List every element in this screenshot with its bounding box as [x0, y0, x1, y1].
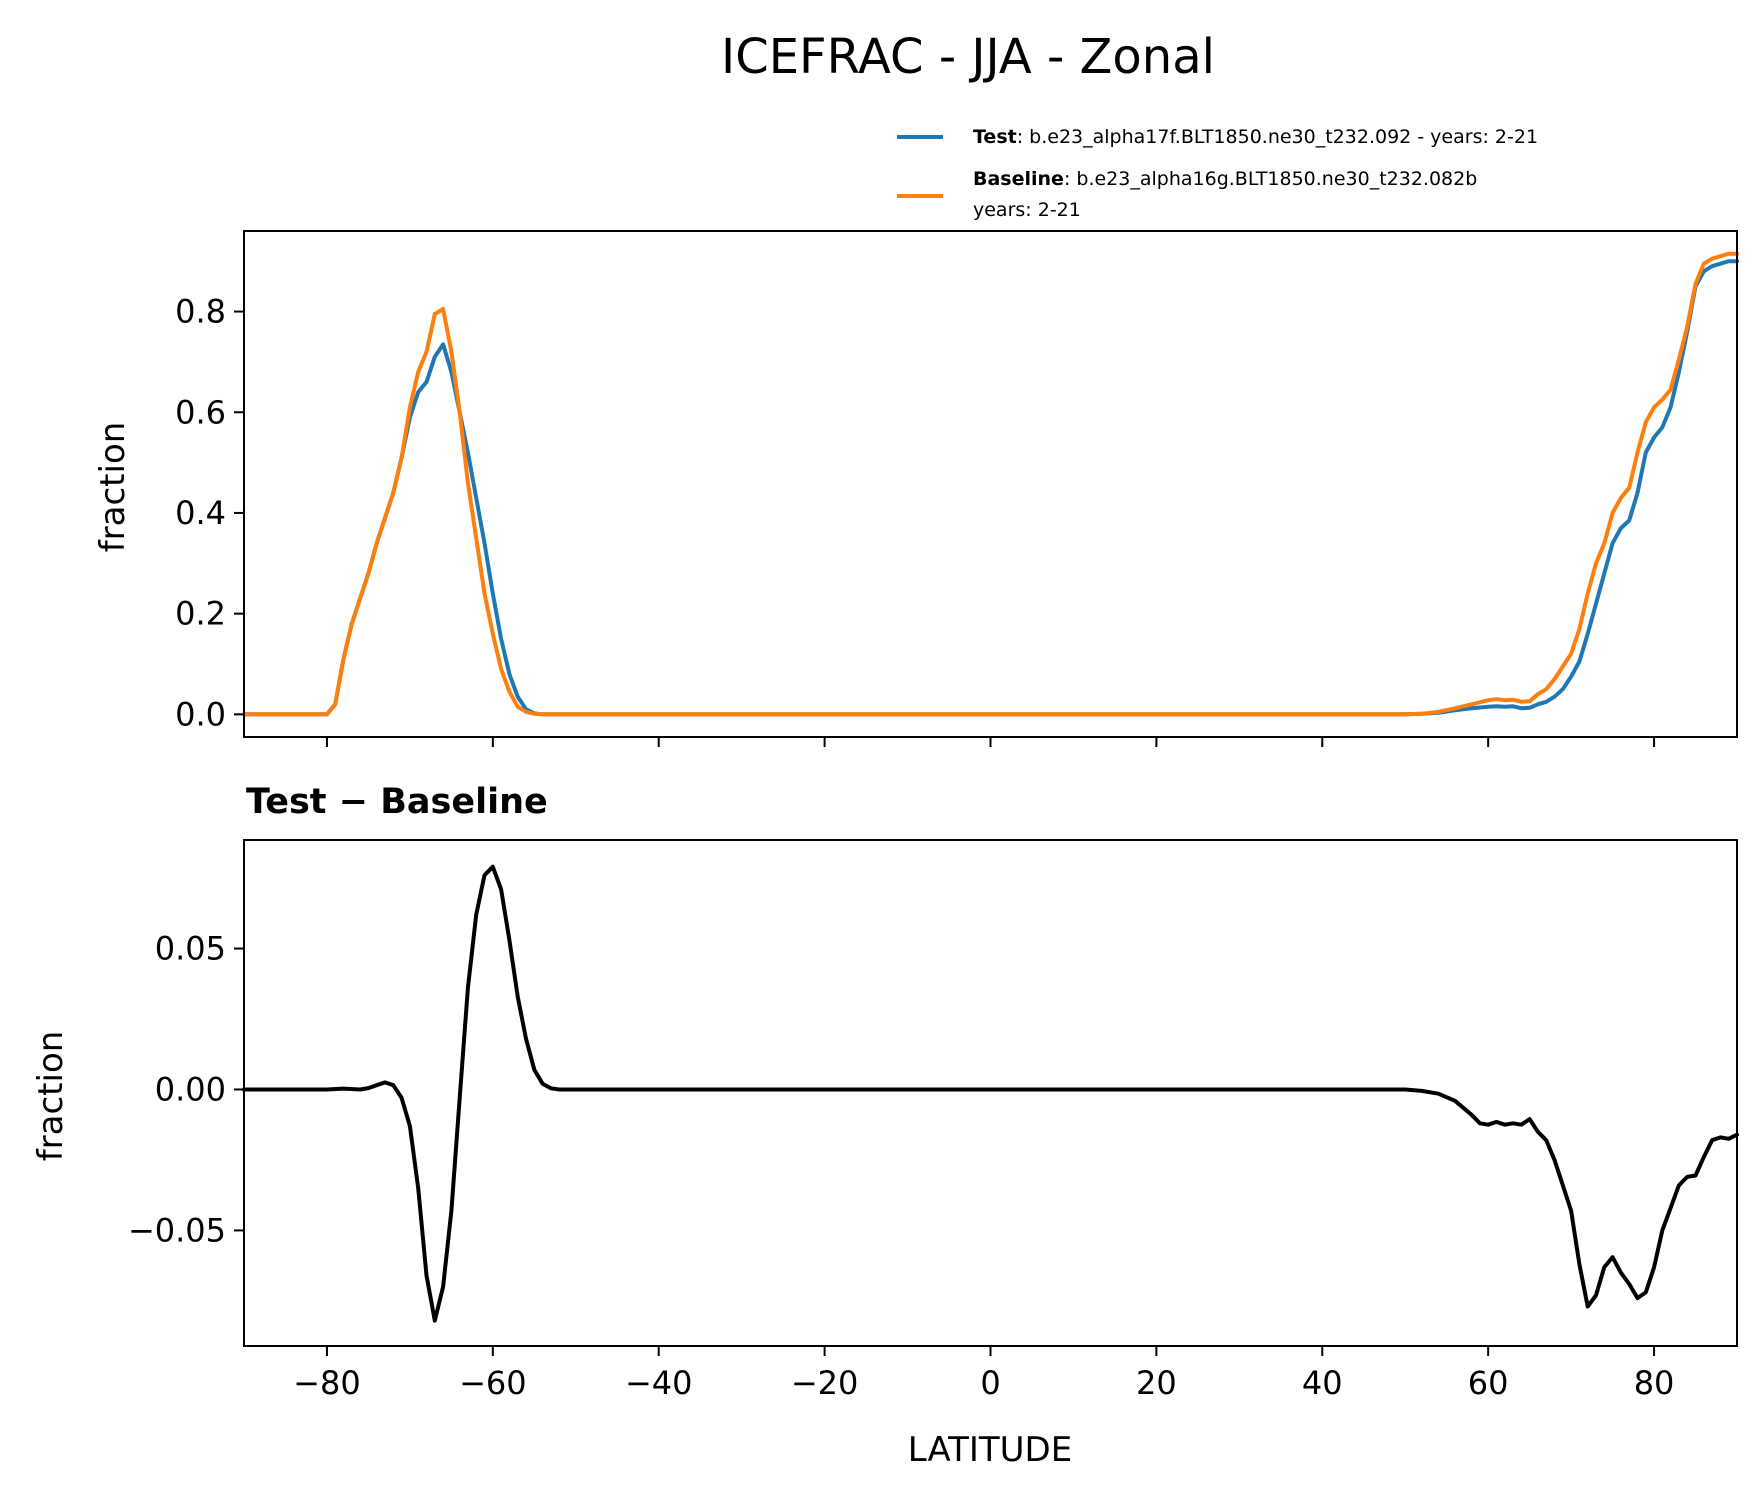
legend-detail2-baseline: years: 2-21 — [973, 199, 1081, 221]
top-panel: 0.0 0.2 0.4 0.6 0.8 fraction — [93, 230, 1739, 747]
bottom-series-line-test-baseline — [242, 864, 1739, 1323]
top-y-tick-label: 0.6 — [175, 393, 226, 431]
bottom-x-tick-label: 40 — [1302, 1364, 1343, 1402]
top-y-tick-label: 0.4 — [175, 494, 226, 532]
bottom-y-axis: −0.05 0.00 0.05 — [128, 930, 244, 1249]
legend-label-baseline: Baseline: b.e23_alpha16g.BLT1850.ne30_t2… — [973, 168, 1477, 190]
bottom-x-tick-label: 80 — [1634, 1364, 1675, 1402]
bottom-x-tick-label: −60 — [459, 1364, 527, 1402]
bottom-plot-frame — [243, 839, 1738, 1347]
bottom-x-tick-label: −80 — [293, 1364, 361, 1402]
bottom-y-axis-label: fraction — [31, 1031, 71, 1162]
figure-title: ICEFRAC - JJA - Zonal — [721, 29, 1215, 85]
bottom-x-tick-label: −20 — [791, 1364, 859, 1402]
bottom-series-group — [242, 864, 1739, 1323]
legend: Test: b.e23_alpha17f.BLT1850.ne30_t232.0… — [897, 126, 1538, 221]
top-plot-frame — [243, 230, 1738, 738]
bottom-y-tick-label: 0.00 — [155, 1070, 226, 1108]
top-y-axis-label: fraction — [93, 422, 133, 553]
bottom-x-tick-label: 20 — [1136, 1364, 1177, 1402]
top-series-group — [242, 251, 1739, 717]
top-y-tick-label: 0.8 — [175, 293, 226, 331]
legend-label-test: Test: b.e23_alpha17f.BLT1850.ne30_t232.0… — [973, 126, 1538, 148]
x-axis-label: LATITUDE — [908, 1430, 1072, 1470]
top-x-axis — [325, 737, 1656, 747]
bottom-x-tick-label: −40 — [625, 1364, 693, 1402]
top-y-tick-label: 0.0 — [175, 695, 226, 733]
bottom-y-tick-label: −0.05 — [128, 1211, 226, 1249]
bottom-x-tick-label: 0 — [980, 1364, 1000, 1402]
legend-name-test: Test — [973, 126, 1017, 148]
bottom-y-tick-label: 0.05 — [155, 930, 226, 968]
top-y-tick-label: 0.2 — [175, 595, 226, 633]
bottom-x-axis: −80 −60 −40 −20 0 20 40 60 80 — [293, 1346, 1674, 1402]
top-series-line-baseline — [242, 251, 1739, 717]
legend-detail-test: : b.e23_alpha17f.BLT1850.ne30_t232.092 -… — [1017, 126, 1538, 148]
bottom-panel-title: Test − Baseline — [246, 782, 548, 822]
bottom-panel: Test − Baseline −0.050.000.05 −80 −60 −40−… — [31, 782, 1739, 1470]
bottom-x-tick-label: 60 — [1468, 1364, 1509, 1402]
top-y-axis: 0.0 0.2 0.4 0.6 0.8 — [175, 293, 244, 733]
legend-detail-baseline: : b.e23_alpha16g.BLT1850.ne30_t232.082b — [1064, 168, 1477, 190]
legend-name-baseline: Baseline — [973, 168, 1064, 190]
